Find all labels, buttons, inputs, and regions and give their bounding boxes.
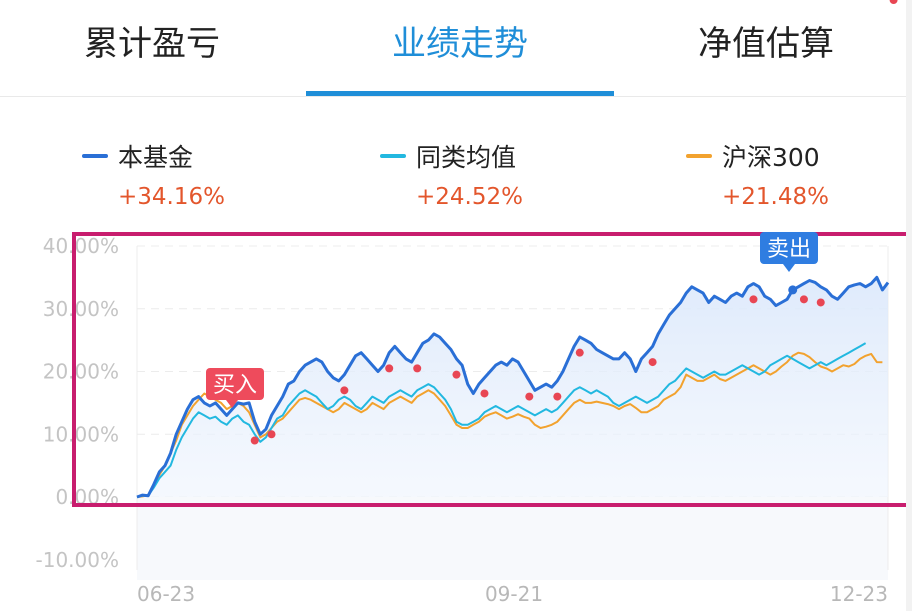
trade-point-marker [889, 0, 898, 4]
fund-area-fill [137, 277, 888, 497]
tab-nav-estimate[interactable]: 净值估算 [698, 24, 834, 64]
buy-tag[interactable]: 买入 [206, 368, 264, 408]
tab-bar: 累计盈亏 业绩走势 净值估算 [0, 0, 912, 97]
trade-point-marker [385, 364, 394, 373]
csi300-line [136, 351, 883, 498]
legend-csi300-line [686, 154, 712, 158]
fund-line [136, 275, 890, 499]
y-tick-label: 40.00% [43, 234, 119, 258]
trade-point-marker [413, 364, 422, 373]
x-axis-labels: 06-23 09-21 12-23 [137, 582, 888, 606]
trade-point-marker [452, 370, 461, 379]
legend-csi300-name: 沪深300 [722, 143, 820, 172]
sell-tag-label: 卖出 [767, 237, 811, 262]
x-tick-label: 06-23 [137, 582, 195, 606]
legend-peer-line [380, 154, 406, 158]
trade-point-marker [648, 358, 657, 367]
legend-fund-value: +34.16% [118, 184, 225, 210]
trade-point-marker [749, 295, 758, 304]
trade-point-marker [553, 392, 562, 401]
chart-grid [136, 245, 889, 580]
legend-fund-line [82, 154, 108, 158]
legend-csi300[interactable]: 沪深300 +21.48% [686, 138, 912, 210]
trade-point-marker [480, 389, 489, 398]
trade-point-marker [799, 295, 808, 304]
legend-peer-value: +24.52% [416, 184, 523, 210]
y-tick-label: 20.00% [43, 360, 119, 384]
trade-point-marker [816, 298, 825, 307]
legend-peer-name: 同类均值 [416, 143, 517, 172]
negative-band [137, 497, 888, 580]
y-tick-label: 10.00% [43, 422, 119, 446]
legend-fund-name: 本基金 [118, 143, 194, 172]
trade-point-marker [575, 348, 584, 357]
tab-cumulative-profit[interactable]: 累计盈亏 [84, 24, 220, 64]
sell-tag[interactable]: 卖出 [760, 232, 818, 272]
x-tick-label: 12-23 [830, 582, 888, 606]
trade-point-marker [525, 392, 534, 401]
buy-tag-label: 买入 [213, 373, 257, 398]
y-axis-labels: 40.00%30.00%20.00%10.00%0.00%-10.00% [36, 234, 119, 572]
trade-markers [250, 0, 898, 445]
scrollbar[interactable] [906, 0, 912, 611]
y-tick-label: -10.00% [36, 548, 119, 572]
fund-area [137, 277, 888, 497]
buy-point-marker [267, 430, 276, 439]
tab-performance-trend[interactable]: 业绩走势 [392, 24, 528, 64]
x-tick-label: 09-21 [485, 582, 543, 606]
legend-peer-average[interactable]: 同类均值 +24.52% [380, 138, 620, 210]
buy-point-marker [250, 436, 259, 445]
legend-csi300-value: +21.48% [722, 184, 829, 210]
active-tab-indicator [306, 91, 614, 96]
trade-point-marker [340, 386, 349, 395]
sell-point-marker [788, 285, 798, 295]
legend-fund[interactable]: 本基金 +34.16% [82, 138, 322, 210]
y-tick-label: 30.00% [43, 297, 119, 321]
